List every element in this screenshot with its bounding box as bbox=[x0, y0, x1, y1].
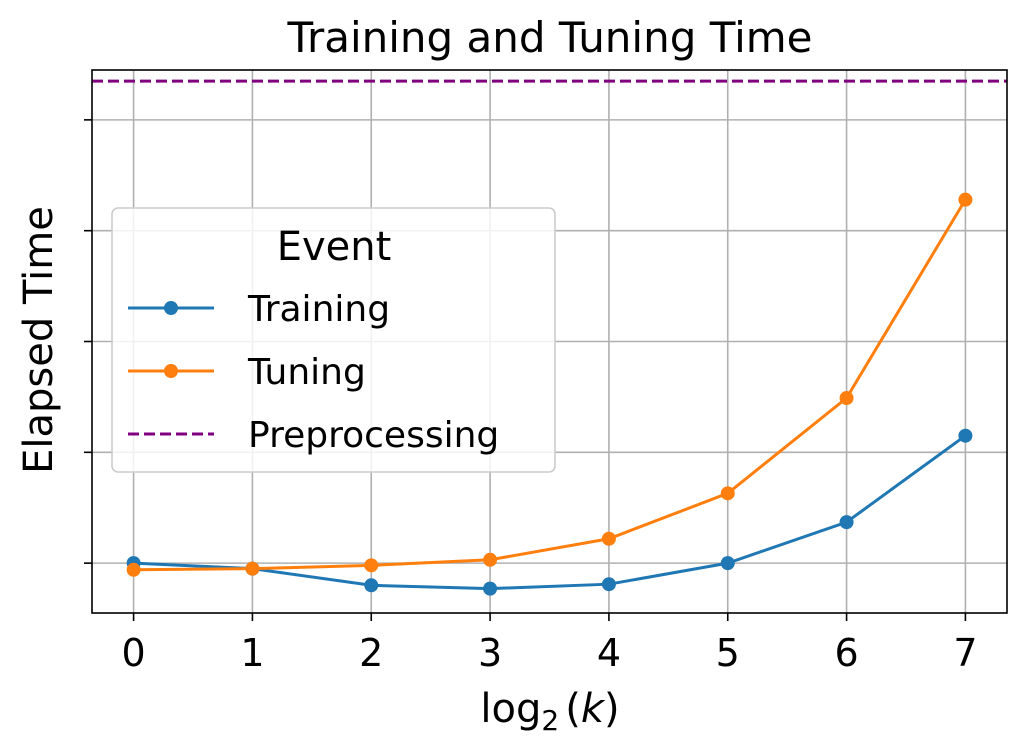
legend-title: Event bbox=[277, 224, 392, 270]
y-axis-label: Elapsed Time bbox=[16, 206, 62, 474]
x-tick-label: 7 bbox=[953, 631, 977, 675]
training-point bbox=[720, 556, 735, 571]
legend-training-marker bbox=[164, 301, 178, 315]
training-line bbox=[133, 434, 967, 591]
tuning-point bbox=[839, 391, 854, 406]
tuning-series bbox=[126, 192, 973, 577]
x-axis-label-subscript: 2 bbox=[541, 704, 559, 737]
x-tick-label: 3 bbox=[478, 631, 502, 675]
y-axis-ticks bbox=[84, 119, 92, 564]
tuning-point bbox=[126, 562, 141, 577]
x-axis-ticks: 0 1 2 3 4 5 6 7 bbox=[121, 613, 978, 675]
x-tick-label: 4 bbox=[597, 631, 621, 675]
chart-title: Training and Tuning Time bbox=[286, 13, 812, 62]
training-point bbox=[364, 578, 379, 593]
legend-preprocessing-label: Preprocessing bbox=[248, 415, 499, 456]
tuning-point bbox=[245, 561, 260, 576]
x-tick-label: 6 bbox=[834, 631, 858, 675]
x-axis-label-prefix: log bbox=[480, 686, 541, 732]
legend-box bbox=[111, 207, 556, 473]
training-point bbox=[483, 581, 498, 596]
tuning-point bbox=[364, 558, 379, 573]
legend-training-label: Training bbox=[247, 289, 390, 330]
legend-tuning-marker bbox=[164, 364, 178, 378]
training-point bbox=[958, 428, 973, 443]
legend-tuning-label: Tuning bbox=[247, 352, 366, 393]
tuning-point bbox=[958, 192, 973, 207]
x-axis-label-arg: k bbox=[581, 686, 606, 732]
legend: Event Training Tuning Preprocessing bbox=[111, 207, 556, 473]
x-tick-label: 1 bbox=[240, 631, 264, 675]
x-tick-label: 0 bbox=[121, 631, 145, 675]
training-point bbox=[601, 577, 616, 592]
tuning-point bbox=[601, 531, 616, 546]
tuning-line bbox=[133, 198, 967, 572]
training-point bbox=[839, 515, 854, 530]
x-tick-label: 5 bbox=[716, 631, 740, 675]
tuning-point bbox=[720, 486, 735, 501]
tuning-point bbox=[483, 552, 498, 567]
series-group bbox=[126, 192, 973, 596]
x-axis-label: log2 (k) bbox=[480, 686, 619, 737]
x-tick-label: 2 bbox=[359, 631, 383, 675]
